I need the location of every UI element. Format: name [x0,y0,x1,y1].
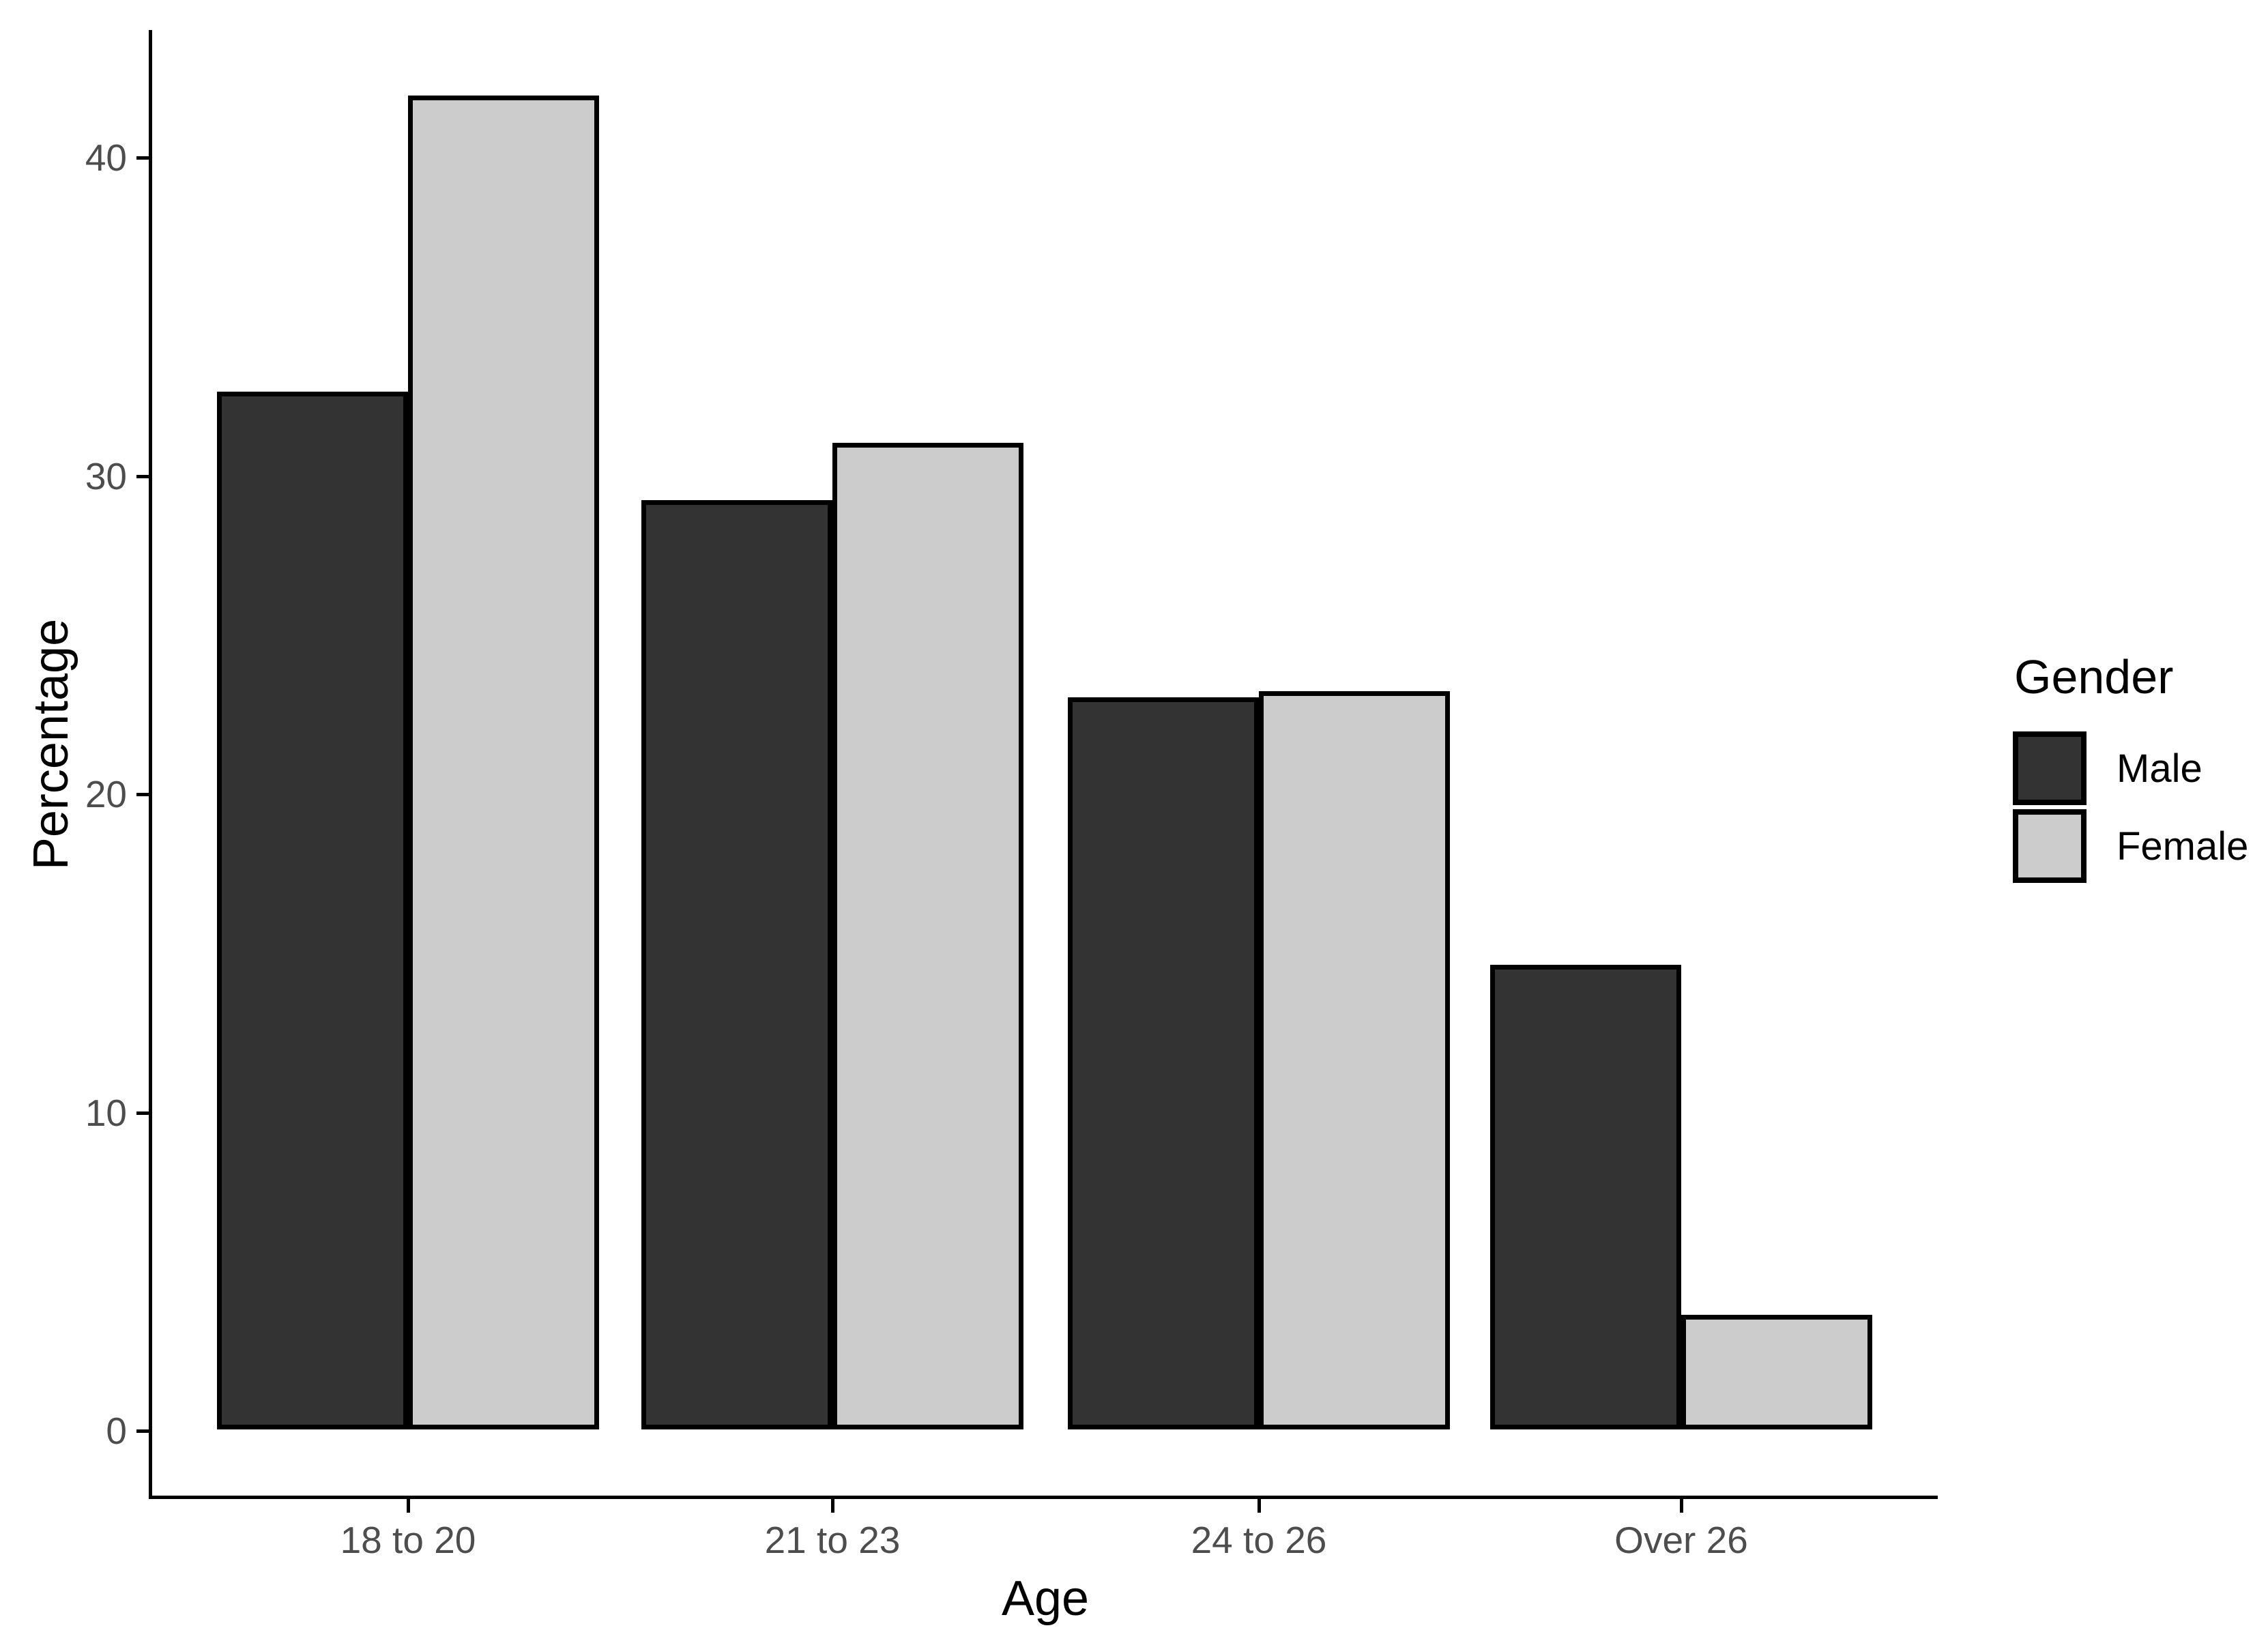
bar-female-over-26 [1681,1315,1872,1429]
bar-male-over-26 [1490,965,1681,1429]
y-tick-mark-10 [136,1111,152,1115]
x-axis-line [149,1496,1938,1499]
legend-label-female: Female [2117,824,2249,869]
x-tick-label-24-to-26: 24 to 26 [1191,1519,1327,1561]
legend-label-male: Male [2117,746,2202,791]
y-tick-label-40: 40 [85,136,127,179]
y-tick-mark-40 [136,156,152,160]
y-tick-label-10: 10 [85,1091,127,1134]
x-tick-mark-over-26 [1680,1496,1683,1513]
legend-title: Gender [2014,650,2174,703]
legend-item-female: Female [2013,809,2268,883]
y-tick-mark-30 [136,474,152,478]
legend-item-male: Male [2013,731,2268,805]
legend-key-male-swatch [2013,731,2087,805]
legend-key-female-swatch [2013,809,2087,883]
y-axis-title: Percentage [24,618,78,871]
y-tick-label-20: 20 [85,773,127,815]
bar-male-24-to-26 [1068,697,1259,1429]
x-tick-mark-18-to-20 [407,1496,410,1513]
x-axis-title: Age [1001,1571,1090,1626]
y-tick-mark-20 [136,793,152,796]
bar-male-18-to-20 [217,392,408,1429]
y-tick-label-30: 30 [85,454,127,497]
x-tick-label-18-to-20: 18 to 20 [340,1519,476,1561]
legend: Gender Male Female [2013,650,2268,887]
x-tick-mark-24-to-26 [1257,1496,1261,1513]
y-tick-mark-0 [136,1429,152,1433]
x-tick-mark-21-to-23 [831,1496,834,1513]
x-tick-label-21-to-23: 21 to 23 [764,1519,901,1561]
y-tick-label-0: 0 [106,1410,127,1452]
bar-female-18-to-20 [408,96,599,1429]
bar-female-21-to-23 [832,443,1023,1429]
x-tick-label-over-26: Over 26 [1614,1519,1748,1561]
bar-male-21-to-23 [641,500,832,1429]
y-axis-line [149,30,152,1499]
bar-female-24-to-26 [1259,691,1450,1429]
